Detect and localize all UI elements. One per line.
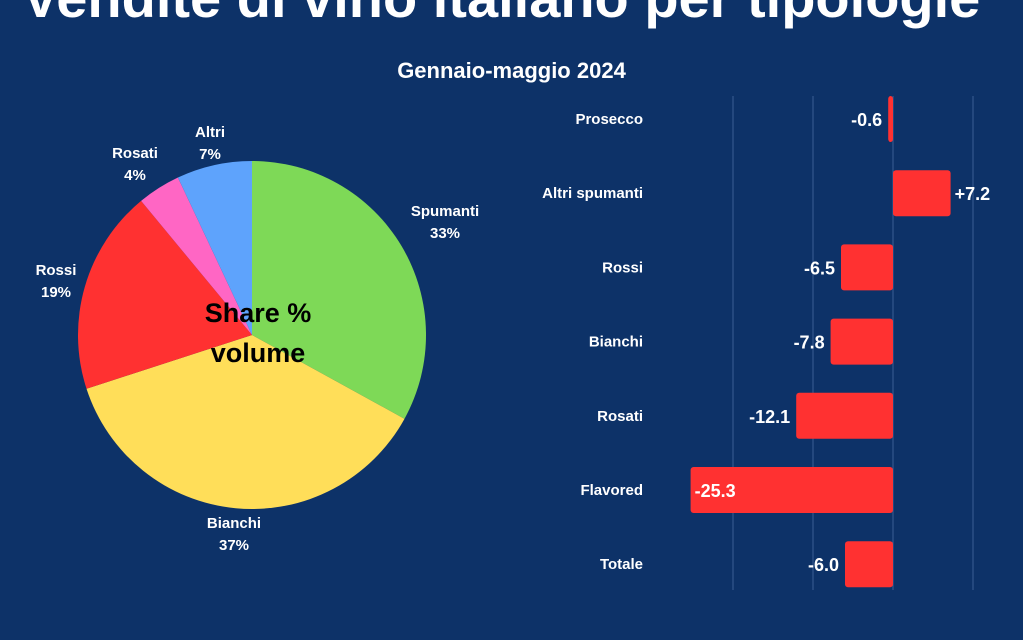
bar-category-label: Bianchi [589,334,643,351]
bar-category-label: Totale [600,556,643,573]
pie-percent-rosati: 4% [124,167,146,184]
bar-category-label: Rossi [602,259,643,276]
bar-value-label: +7.2 [955,184,991,204]
bar-altri-spumanti [893,170,951,217]
pie-label-rossi: Rossi [36,262,77,279]
pie-center-label-line-2: volume [211,338,306,368]
bar-value-label: -6.0 [808,555,839,575]
bar-category-label: Prosecco [575,111,643,128]
bar-category-label: Flavored [580,482,643,499]
pie-chart: Spumanti 33% Bianchi 37% Rossi 19% Rosati 4% Alt… [36,124,480,554]
pie-percent-rossi: 19% [41,284,71,301]
pie-slice-rosati [141,177,252,335]
pie-percent-altri: 7% [199,146,221,163]
bar-bianchi [830,318,893,365]
chart-subtitle: Gennaio-maggio 2024 [397,58,626,83]
bar-rossi [841,244,893,291]
bar-category-label: Rosati [597,408,643,425]
pie-label-altri: Altri [195,124,225,141]
bar-value-label: -6.5 [804,258,835,278]
pie-percent-spumanti: 33% [430,225,460,242]
pie-slice-rossi [77,200,252,389]
pie-slice-spumanti [252,161,426,419]
pie-label-bianchi: Bianchi [207,515,261,532]
bar-prosecco [888,96,893,142]
pie-center-label-line-1: Share % [205,298,312,328]
pie-slice-bianchi [86,335,405,509]
bar-category-label: Altri spumanti [542,185,643,202]
pie-slice-altri [177,161,252,335]
bar-value-label: -25.3 [695,481,736,501]
bar-value-label: -0.6 [851,110,882,130]
bar-value-label: -12.1 [749,407,790,427]
bar-flavored [690,467,893,513]
pie-label-spumanti: Spumanti [411,203,479,220]
main-title: Vendite di vino italiano per tipologie [22,0,980,30]
bar-totale [845,541,893,588]
pie-label-rosati: Rosati [112,145,158,162]
bar-value-label: -7.8 [794,333,825,353]
pie-percent-bianchi: 37% [219,537,249,554]
bar-rosati [796,392,893,439]
